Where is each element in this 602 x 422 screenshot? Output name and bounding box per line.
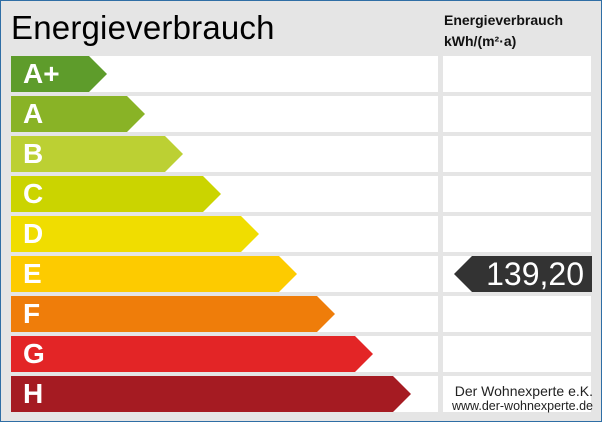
- value-cell: [443, 56, 591, 92]
- class-label: A: [23, 98, 44, 129]
- value-cell: [443, 136, 591, 172]
- value-cell: [443, 176, 591, 212]
- column-header-unit: kWh/(m²·a): [444, 33, 517, 49]
- class-row: H: [11, 376, 438, 412]
- class-arrow: G: [11, 336, 373, 372]
- column-header: Energieverbrauch kWh/(m²·a): [444, 10, 563, 52]
- value-cell: [443, 376, 591, 412]
- class-arrow: A: [11, 96, 145, 132]
- class-row: C: [11, 176, 438, 212]
- value-marker: 139,20: [454, 256, 592, 292]
- class-arrow: H: [11, 376, 411, 412]
- class-row: D: [11, 216, 438, 252]
- class-row: E: [11, 256, 438, 292]
- class-arrow: C: [11, 176, 221, 212]
- class-arrow: A+: [11, 56, 107, 92]
- value-cell: [443, 216, 591, 252]
- class-row: F: [11, 296, 438, 332]
- class-label: D: [23, 218, 44, 249]
- value-cell: [443, 336, 591, 372]
- class-arrow: D: [11, 216, 259, 252]
- column-header-title: Energieverbrauch: [444, 12, 564, 28]
- class-label: F: [23, 298, 41, 329]
- class-label: B: [23, 138, 44, 169]
- company-name: Der Wohnexperte e.K.: [454, 383, 593, 399]
- class-row: A: [11, 96, 438, 132]
- class-arrow: F: [11, 296, 335, 332]
- class-row: A+: [11, 56, 438, 92]
- class-label: H: [23, 378, 44, 409]
- class-label: G: [23, 338, 45, 369]
- value-text: 139,20: [486, 256, 584, 292]
- class-row: G: [11, 336, 438, 372]
- value-cell: [443, 296, 591, 332]
- value-cell: [443, 96, 591, 132]
- class-arrow: B: [11, 136, 183, 172]
- class-arrow: E: [11, 256, 297, 292]
- footer: Der Wohnexperte e.K. www.der-wohnexperte…: [443, 383, 593, 413]
- company-website: www.der-wohnexperte.de: [451, 399, 593, 413]
- class-row: B: [11, 136, 438, 172]
- class-label: A+: [23, 58, 60, 89]
- class-label: C: [23, 178, 44, 209]
- class-label: E: [23, 258, 42, 289]
- label-title: Energieverbrauch: [11, 9, 275, 46]
